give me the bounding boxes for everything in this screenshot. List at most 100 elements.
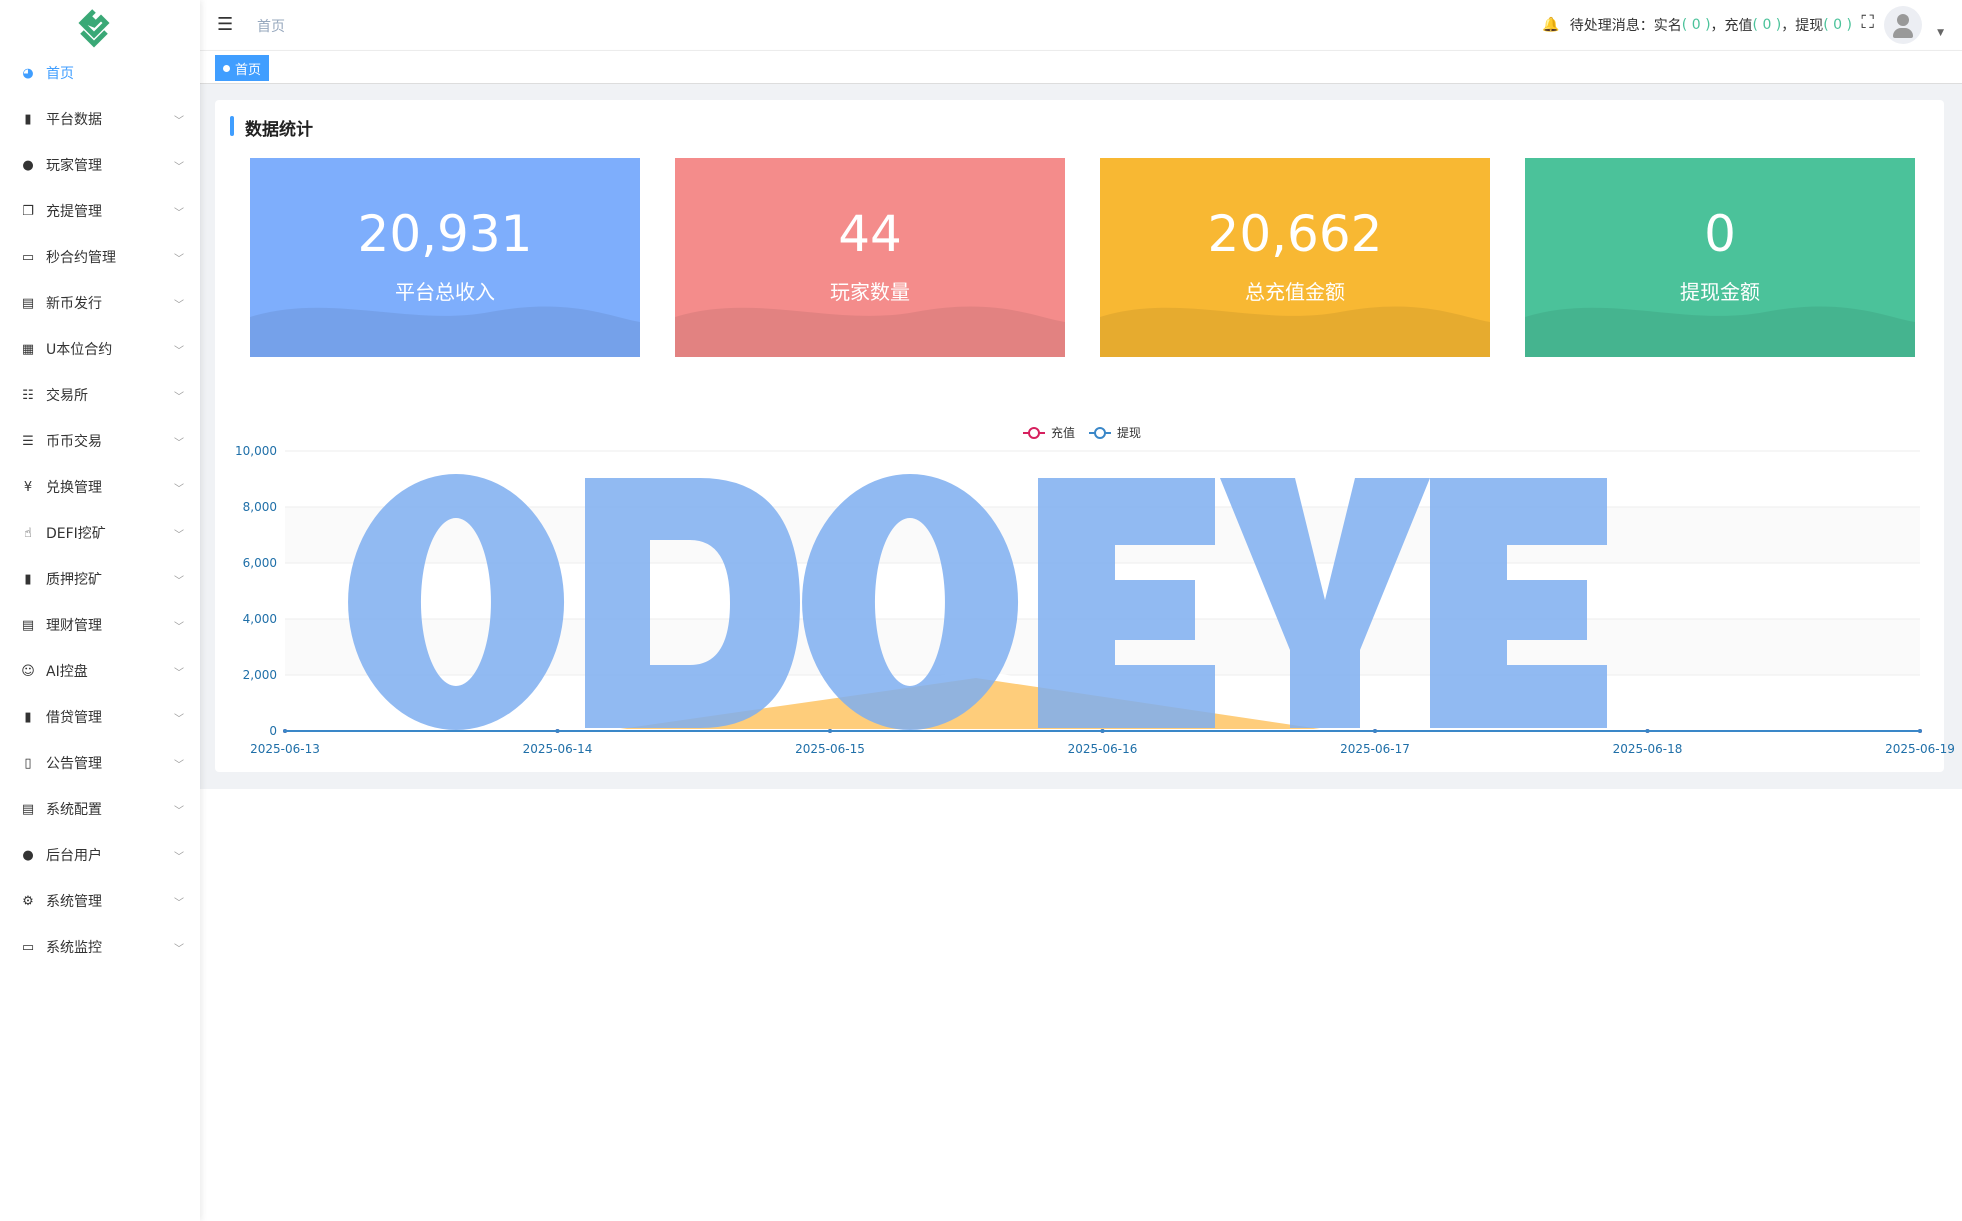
table-icon: ▦ xyxy=(21,341,35,357)
stat-card: 20,662 总充值金额 xyxy=(1100,158,1490,357)
card-icon: ▤ xyxy=(21,295,35,311)
wave-decoration xyxy=(675,306,1065,357)
sidebar-item[interactable]: ▮ 质押挖矿 ﹀ xyxy=(0,559,200,599)
sidebar-item[interactable]: ▯ 公告管理 ﹀ xyxy=(0,743,200,783)
tags-view: 首页 xyxy=(200,51,1962,84)
stat-label: 提现金额 xyxy=(1680,280,1760,304)
sidebar-item[interactable]: ● 后台用户 ﹀ xyxy=(0,835,200,875)
sidebar-item[interactable]: ☝ DEFI挖矿 ﹀ xyxy=(0,513,200,553)
sidebar-item-label: 借贷管理 xyxy=(46,710,102,726)
title-bar-accent xyxy=(230,116,234,136)
sidebar-item-label: U本位合约 xyxy=(46,342,113,358)
sidebar-item-label: 币币交易 xyxy=(46,434,102,450)
wave-decoration xyxy=(250,306,640,357)
hand-icon: ☝ xyxy=(24,525,32,541)
sidebar-item[interactable]: ▭ 秒合约管理 ﹀ xyxy=(0,237,200,277)
sidebar-item-label: 玩家管理 xyxy=(46,158,102,174)
top-header: ☰ 首页 🔔 待处理消息： 实名( 0 )， 充值( 0 )， 提现( 0 ) … xyxy=(200,0,1962,51)
sidebar-item[interactable]: ▭ 系统监控 ﹀ xyxy=(0,927,200,967)
chevron-down-icon: ﹀ xyxy=(174,115,184,127)
sidebar-item[interactable]: ▮ 平台数据 ﹀ xyxy=(0,99,200,139)
chevron-down-icon: ﹀ xyxy=(174,253,184,265)
gear-icon: ⚙ xyxy=(22,893,34,909)
sidebar: ◕ 首页 ▮ 平台数据 ﹀ ● 玩家管理 ﹀ ❐ 充提管理 ﹀ ▭ 秒合约管理 ﹀ ▤ 新币发行 ﹀ ▦ U本位合约… xyxy=(0,0,200,1221)
hamburger-toggle-icon[interactable]: ☰ xyxy=(217,14,234,35)
sidebar-item[interactable]: ▤ 新币发行 ﹀ xyxy=(0,283,200,323)
sidebar-item-label: 质押挖矿 xyxy=(46,572,102,588)
chevron-down-icon: ﹀ xyxy=(174,345,184,357)
book-icon: ▮ xyxy=(24,111,32,127)
sidebar-item-label: 首页 xyxy=(46,66,74,82)
sidebar-item-label: 系统管理 xyxy=(46,894,102,910)
stat-value: 0 xyxy=(1704,205,1736,263)
wave-decoration xyxy=(1100,306,1490,357)
sidebar-item-label: 兑换管理 xyxy=(46,480,102,496)
chevron-down-icon: ﹀ xyxy=(174,897,184,909)
chevron-down-icon: ﹀ xyxy=(174,529,184,541)
chevron-down-icon: ﹀ xyxy=(174,437,184,449)
sidebar-item[interactable]: ▤ 系统配置 ﹀ xyxy=(0,789,200,829)
chevron-down-icon: ﹀ xyxy=(174,851,184,863)
sidebar-item[interactable]: ☷ 交易所 ﹀ xyxy=(0,375,200,415)
open-book-icon: ▯ xyxy=(24,755,32,771)
stat-label: 玩家数量 xyxy=(830,280,910,304)
chevron-down-icon: ﹀ xyxy=(174,713,184,725)
chevron-down-icon: ﹀ xyxy=(174,161,184,173)
fullscreen-icon[interactable]: ⛶ xyxy=(1861,12,1874,33)
chevron-down-icon: ﹀ xyxy=(174,759,184,771)
sidebar-item[interactable]: ● 玩家管理 ﹀ xyxy=(0,145,200,185)
sidebar-item-label: 新币发行 xyxy=(46,296,102,312)
sidebar-item-label: 公告管理 xyxy=(46,756,102,772)
book-icon: ▮ xyxy=(24,709,32,725)
dashboard-icon: ◕ xyxy=(22,65,34,81)
pending-notices: 🔔 待处理消息： 实名( 0 )， 充值( 0 )， 提现( 0 ) xyxy=(1542,17,1852,34)
stat-card: 20,931 平台总收入 xyxy=(250,158,640,357)
sidebar-item[interactable]: ☺ AI控盘 ﹀ xyxy=(0,651,200,691)
chevron-down-icon: ﹀ xyxy=(174,667,184,679)
sidebar-item-label: DEFI挖矿 xyxy=(46,526,106,542)
sidebar-item-label: 充提管理 xyxy=(46,204,102,220)
sidebar-item-label: 理财管理 xyxy=(46,618,102,634)
stat-card: 0 提现金额 xyxy=(1525,158,1915,357)
sidebar-item[interactable]: ▮ 借贷管理 ﹀ xyxy=(0,697,200,737)
sidebar-item-label: 秒合约管理 xyxy=(46,250,116,266)
user-icon: ● xyxy=(22,157,34,173)
tree-list-icon: ☷ xyxy=(22,387,34,403)
wave-decoration xyxy=(1525,306,1915,357)
sidebar-item-label: 系统配置 xyxy=(46,802,102,818)
sidebar-item[interactable]: ▤ 理财管理 ﹀ xyxy=(0,605,200,645)
monitor-icon: ▭ xyxy=(21,939,35,955)
document-icon: ▤ xyxy=(21,617,35,633)
bar-chart-icon: ▮ xyxy=(24,571,32,587)
sidebar-item[interactable]: ¥ 兑换管理 ﹀ xyxy=(0,467,200,507)
robot-icon: ☺ xyxy=(21,663,35,679)
chevron-down-icon: ﹀ xyxy=(174,943,184,955)
stat-card: 44 玩家数量 xyxy=(675,158,1065,357)
users-icon: ● xyxy=(22,847,34,863)
stat-value: 44 xyxy=(838,205,902,263)
chevron-down-icon: ﹀ xyxy=(174,483,184,495)
active-dot-icon xyxy=(223,64,230,72)
sidebar-item[interactable]: ☰ 币币交易 ﹀ xyxy=(0,421,200,461)
sidebar-item[interactable]: ⚙ 系统管理 ﹀ xyxy=(0,881,200,921)
sidebar-item[interactable]: ▦ U本位合约 ﹀ xyxy=(0,329,200,369)
sidebar-item-label: 交易所 xyxy=(46,388,88,404)
chevron-down-icon: ﹀ xyxy=(174,207,184,219)
sidebar-item[interactable]: ❐ 充提管理 ﹀ xyxy=(0,191,200,231)
breadcrumb[interactable]: 首页 xyxy=(257,19,285,35)
avatar[interactable] xyxy=(1884,6,1922,44)
stat-value: 20,662 xyxy=(1207,205,1383,263)
sidebar-item-label: 后台用户 xyxy=(46,848,102,864)
sidebar-item-label: AI控盘 xyxy=(46,664,88,680)
caret-down-icon[interactable]: ▼ xyxy=(1937,28,1944,38)
sidebar-item[interactable]: ◕ 首页 xyxy=(0,53,200,93)
chevron-down-icon: ﹀ xyxy=(174,299,184,311)
stat-label: 平台总收入 xyxy=(395,280,495,304)
chart-monitor-icon: ▭ xyxy=(21,249,35,265)
stat-label: 总充值金额 xyxy=(1245,280,1345,304)
chevron-down-icon: ﹀ xyxy=(174,391,184,403)
sidebar-item-label: 平台数据 xyxy=(46,112,102,128)
copy-icon: ❐ xyxy=(22,203,34,219)
sidebar-item-label: 系统监控 xyxy=(46,940,102,956)
tag-home[interactable]: 首页 xyxy=(215,55,270,81)
